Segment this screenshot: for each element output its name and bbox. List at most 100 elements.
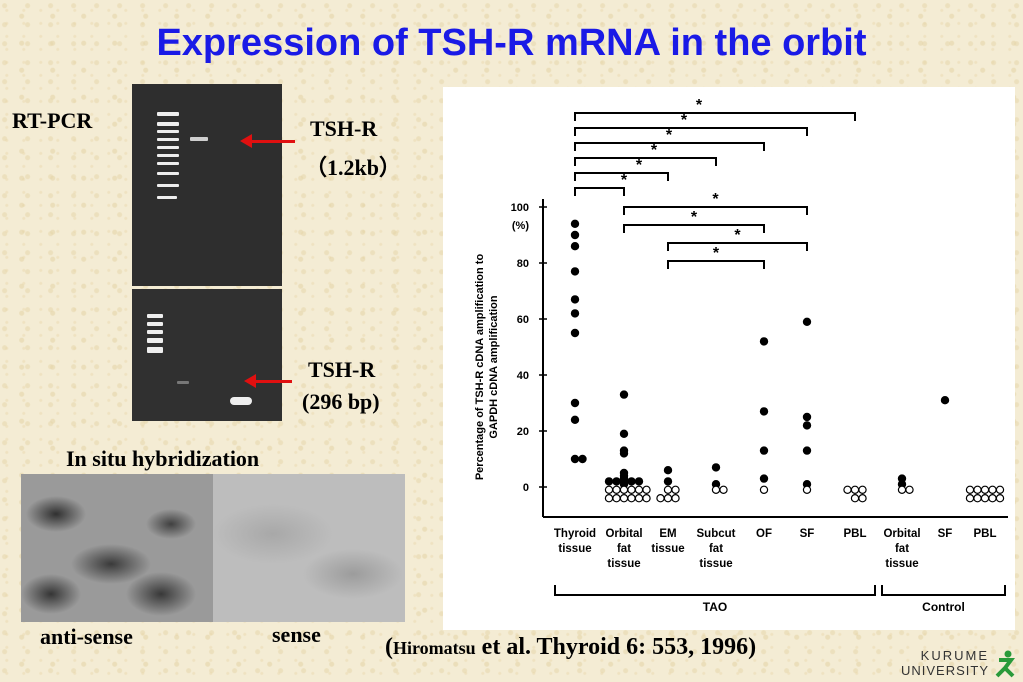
x-tick-label: OF bbox=[756, 528, 772, 540]
significance-bracket bbox=[667, 242, 808, 251]
significance-marker: * bbox=[636, 157, 643, 174]
data-point-negative bbox=[612, 494, 621, 503]
significance-marker: * bbox=[681, 112, 688, 129]
arrow-icon bbox=[244, 374, 292, 388]
data-point-positive bbox=[634, 477, 644, 486]
data-point-negative bbox=[973, 485, 982, 494]
data-point-negative bbox=[802, 485, 812, 494]
data-point-positive bbox=[570, 241, 580, 251]
data-point-negative bbox=[627, 494, 636, 503]
data-point-positive bbox=[578, 454, 587, 464]
significance-bracket bbox=[623, 206, 808, 215]
data-point-negative bbox=[988, 485, 997, 494]
y-axis-label: Percentage of TSH-R cDNA amplification t… bbox=[474, 254, 500, 481]
band1-size: （1.2kb） bbox=[305, 155, 401, 180]
data-point-positive bbox=[612, 477, 621, 486]
citation: (Hiromatsu et al. Thyroid 6: 553, 1996) bbox=[385, 634, 757, 660]
data-point-positive bbox=[759, 337, 769, 346]
ish-micrograph bbox=[21, 474, 405, 622]
significance-bracket bbox=[574, 127, 808, 136]
data-point-negative bbox=[619, 485, 629, 494]
significance-bracket bbox=[623, 224, 765, 233]
significance-marker: * bbox=[696, 97, 703, 114]
y-unit-label: (%) bbox=[512, 220, 529, 232]
data-point-positive bbox=[940, 396, 950, 405]
y-tick-label: 100 bbox=[511, 202, 529, 214]
data-point-positive bbox=[759, 474, 769, 483]
band1-name: TSH-R bbox=[310, 116, 378, 141]
data-point-positive bbox=[802, 412, 812, 422]
y-tick-label: 60 bbox=[517, 314, 529, 326]
data-point-negative bbox=[634, 494, 644, 503]
data-point-negative bbox=[995, 494, 1005, 503]
data-point-negative bbox=[843, 485, 852, 494]
data-point-negative bbox=[627, 485, 636, 494]
data-point-negative bbox=[719, 485, 728, 494]
data-point-positive bbox=[570, 295, 580, 304]
arrow-icon bbox=[240, 134, 295, 148]
y-tick-label: 0 bbox=[523, 482, 529, 494]
data-point-positive bbox=[711, 463, 721, 472]
data-point-negative bbox=[850, 485, 860, 494]
group-bracket bbox=[881, 585, 1006, 596]
data-point-negative bbox=[604, 494, 614, 503]
data-point-positive bbox=[570, 328, 580, 338]
data-point-negative bbox=[980, 494, 990, 503]
significance-marker: * bbox=[713, 245, 720, 262]
significance-bracket bbox=[574, 172, 669, 181]
data-point-positive bbox=[619, 449, 629, 458]
group-label: Control bbox=[922, 600, 965, 614]
data-point-negative bbox=[850, 494, 860, 503]
data-point-negative bbox=[759, 485, 769, 494]
data-point-negative bbox=[965, 485, 975, 494]
data-point-negative bbox=[604, 485, 614, 494]
significance-bracket bbox=[574, 112, 856, 121]
data-point-positive bbox=[604, 477, 614, 486]
significance-marker: * bbox=[734, 227, 741, 244]
data-point-negative bbox=[663, 494, 673, 503]
data-point-negative bbox=[980, 485, 990, 494]
data-point-positive bbox=[570, 454, 580, 464]
data-point-positive bbox=[570, 219, 580, 228]
gel-image-top bbox=[132, 84, 282, 286]
data-point-negative bbox=[642, 485, 651, 494]
rtpcr-label: RT-PCR bbox=[12, 108, 93, 133]
ish-title: In situ hybridization bbox=[66, 446, 260, 471]
data-point-positive bbox=[619, 390, 629, 399]
x-tick-label: Subcut fat tissue bbox=[697, 528, 736, 570]
x-tick-label: SF bbox=[938, 528, 953, 540]
data-point-negative bbox=[897, 485, 907, 494]
group-label: TAO bbox=[703, 600, 727, 614]
significance-bracket bbox=[574, 157, 717, 166]
significance-marker: * bbox=[691, 209, 698, 226]
data-point-negative bbox=[965, 494, 975, 503]
significance-bracket bbox=[667, 260, 765, 269]
data-point-negative bbox=[711, 485, 721, 494]
data-point-negative bbox=[858, 485, 867, 494]
scatter-chart: 100 80 60 40 20 0 (%) Percentage of TSH-R cDNA … bbox=[443, 87, 1015, 630]
runner-icon bbox=[995, 650, 1015, 678]
data-point-positive bbox=[570, 415, 580, 424]
data-point-negative bbox=[619, 494, 629, 503]
gel-image-bottom bbox=[132, 289, 282, 421]
data-point-positive bbox=[663, 477, 673, 486]
data-point-positive bbox=[759, 407, 769, 416]
data-point-positive bbox=[570, 309, 580, 318]
x-tick-label: Thyroid tissue bbox=[554, 528, 596, 555]
data-point-positive bbox=[570, 267, 580, 276]
x-tick-label: EM tissue bbox=[651, 528, 684, 555]
data-point-negative bbox=[671, 494, 680, 503]
data-point-negative bbox=[858, 494, 867, 503]
significance-marker: * bbox=[666, 127, 673, 144]
data-point-negative bbox=[612, 485, 621, 494]
data-point-negative bbox=[995, 485, 1005, 494]
data-point-negative bbox=[973, 494, 982, 503]
data-point-negative bbox=[988, 494, 997, 503]
data-point-positive bbox=[759, 446, 769, 455]
data-point-positive bbox=[619, 429, 629, 438]
data-point-negative bbox=[905, 485, 914, 494]
significance-bracket bbox=[574, 187, 625, 196]
data-point-negative bbox=[634, 485, 644, 494]
antisense-label: anti-sense bbox=[40, 624, 133, 649]
data-point-negative bbox=[663, 485, 673, 494]
